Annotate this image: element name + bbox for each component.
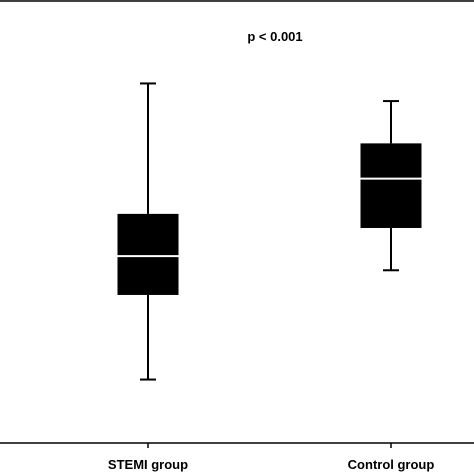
stemi-group-box xyxy=(117,213,179,295)
control-group-box xyxy=(360,143,422,228)
boxes-group xyxy=(117,82,422,448)
p-value-annotation: p < 0.001 xyxy=(247,29,302,44)
control-group-x-tick-label: Control group xyxy=(348,457,435,472)
x-tick-labels: STEMI group Control group xyxy=(108,457,434,472)
stemi-group-x-tick-label: STEMI group xyxy=(108,457,188,472)
